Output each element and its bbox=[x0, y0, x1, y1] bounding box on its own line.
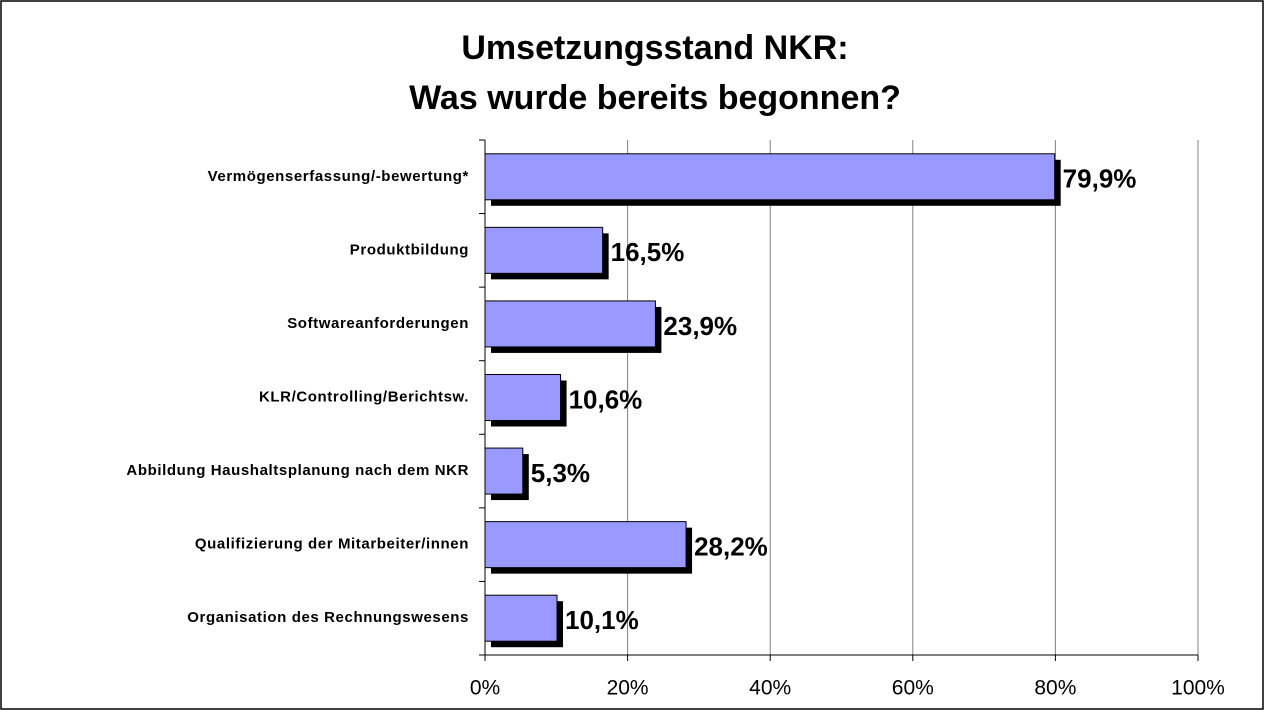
y-tick-label: Produktbildung bbox=[350, 241, 469, 258]
x-tick-label: 60% bbox=[892, 677, 934, 700]
bar bbox=[484, 226, 604, 274]
y-tick-label: Organisation des Rechnungswesens bbox=[187, 609, 469, 626]
value-label: 10,1% bbox=[565, 605, 639, 635]
y-tick-label: Abbildung Haushaltsplanung nach dem NKR bbox=[126, 462, 469, 479]
bar bbox=[484, 300, 656, 348]
value-label: 16,5% bbox=[611, 237, 685, 267]
x-tick-label: 20% bbox=[607, 677, 649, 700]
x-tick-label: 40% bbox=[749, 677, 791, 700]
bar bbox=[484, 374, 562, 421]
bar bbox=[484, 521, 687, 569]
x-tick-label: 100% bbox=[1171, 677, 1225, 700]
bar bbox=[484, 447, 524, 495]
value-label: 23,9% bbox=[663, 311, 737, 341]
x-tick-label: 80% bbox=[1034, 677, 1076, 700]
y-tick-label: Qualifizierung der Mitarbeiter/innen bbox=[195, 536, 469, 553]
value-label: 28,2% bbox=[694, 532, 768, 562]
chart-title: Umsetzungsstand NKR: bbox=[461, 29, 848, 67]
y-tick-label: Softwareanforderungen bbox=[287, 315, 469, 332]
bar bbox=[484, 153, 1056, 201]
value-label: 79,9% bbox=[1063, 164, 1137, 194]
y-tick-label: KLR/Controlling/Berichtsw. bbox=[259, 388, 469, 405]
x-tick-label: 0% bbox=[470, 677, 500, 700]
bar bbox=[484, 594, 558, 642]
value-label: 5,3% bbox=[531, 458, 590, 488]
y-tick-label: Vermögenserfassung/-bewertung* bbox=[208, 168, 469, 185]
value-label: 10,6% bbox=[569, 384, 643, 414]
chart-title: Was wurde bereits begonnen? bbox=[409, 79, 901, 117]
